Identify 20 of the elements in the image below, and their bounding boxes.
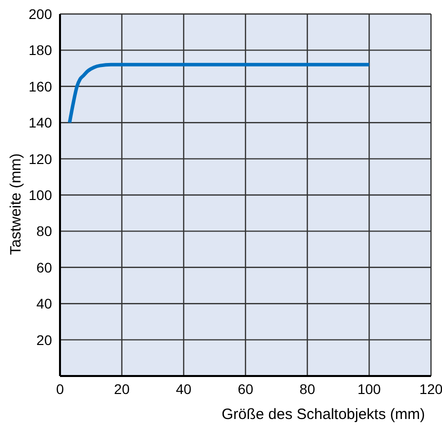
y-tick-label: 180 [28, 42, 52, 58]
y-tick-label: 120 [28, 150, 52, 167]
y-tick-label: 140 [28, 114, 52, 131]
y-tick-label: 200 [28, 6, 52, 22]
y-tick-label: 100 [28, 186, 52, 203]
x-axis-title: Größe des Schaltobjekts (mm) [222, 406, 425, 423]
y-tick-label: 80 [36, 223, 52, 240]
y-tick-label: 60 [36, 259, 52, 276]
x-tick-label: 20 [114, 380, 130, 397]
y-tick-label: 40 [36, 296, 52, 312]
x-tick-label: 0 [56, 380, 64, 397]
x-tick-label: 100 [357, 380, 382, 397]
y-axis-title: Tastweite (mm) [7, 153, 24, 255]
y-tick-label: 20 [36, 332, 52, 348]
x-tick-label: 60 [238, 380, 254, 397]
x-tick-label: 40 [176, 380, 192, 397]
x-tick-label: 80 [300, 380, 316, 397]
line-series [68, 62, 371, 124]
x-tick-label: 120 [419, 380, 442, 397]
y-tick-label: 160 [28, 78, 52, 94]
